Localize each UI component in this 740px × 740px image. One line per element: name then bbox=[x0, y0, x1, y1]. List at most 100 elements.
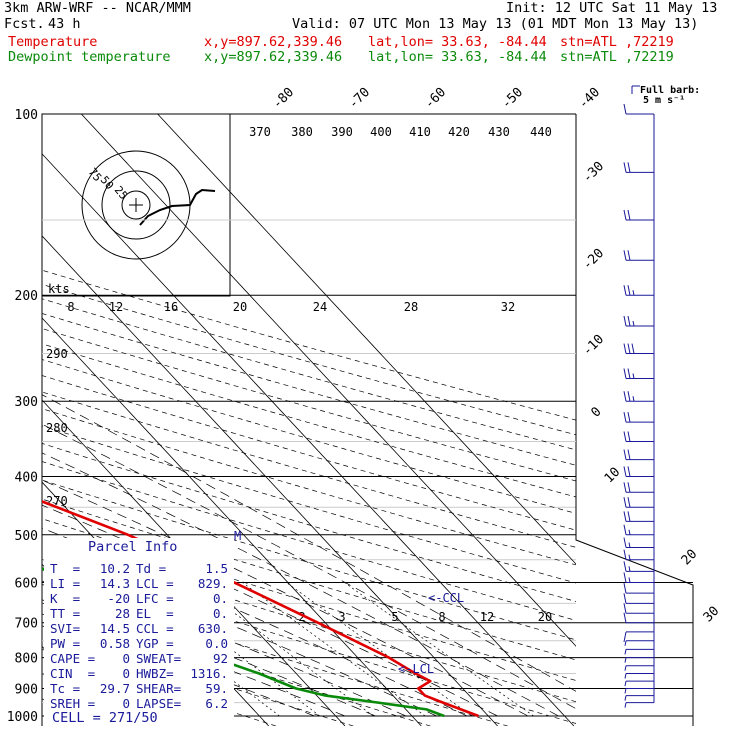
theta-label: 390 bbox=[331, 125, 353, 139]
wind-barb-half bbox=[628, 554, 631, 560]
wind-barb bbox=[624, 687, 654, 694]
wind-barb bbox=[623, 209, 654, 221]
valid-time: Valid: 07 UTC Mon 13 May 13 (01 MDT Mon … bbox=[292, 16, 699, 32]
pressure-tick-label: 100 bbox=[15, 108, 38, 123]
wind-barb-flag bbox=[627, 209, 631, 221]
wind-barb bbox=[623, 449, 654, 461]
dry-adiabat bbox=[42, 580, 509, 726]
wind-barb-half bbox=[632, 290, 635, 296]
parcel-info-value: 0 bbox=[122, 666, 130, 681]
wind-barb bbox=[623, 285, 654, 296]
wind-barb bbox=[623, 466, 654, 477]
dry-adiabat bbox=[42, 479, 576, 641]
parcel-info-value: 6.2 bbox=[205, 696, 228, 711]
parcel-info-label: CCL = bbox=[136, 621, 174, 636]
hodograph-speed-label: 24 bbox=[313, 300, 327, 314]
wind-barb bbox=[623, 368, 654, 379]
parcel-info-value: 0 bbox=[122, 651, 130, 666]
wind-barb bbox=[624, 695, 654, 701]
dry-adiabat bbox=[42, 602, 432, 726]
hodograph-trace bbox=[139, 188, 216, 226]
dry-adiabat bbox=[42, 269, 576, 421]
dry-adiabat bbox=[42, 425, 576, 584]
dewpoint-legend-station: stn=ATL ,72219 bbox=[560, 49, 674, 65]
hodograph-speed-label: 8 bbox=[67, 300, 74, 314]
wind-barb bbox=[624, 673, 654, 679]
dewpoint-legend-name: Dewpoint temperature bbox=[8, 49, 171, 65]
hodograph-ring-inner bbox=[121, 190, 151, 220]
lcl-marker: <-LCL bbox=[398, 662, 435, 676]
wind-barb bbox=[623, 412, 654, 423]
wind-barb bbox=[624, 648, 654, 655]
theta-label: 440 bbox=[530, 125, 552, 139]
wind-barb-flag bbox=[623, 391, 627, 402]
pressure-tick-label: 800 bbox=[15, 652, 38, 667]
isotherm-line bbox=[81, 114, 576, 647]
wind-barb-flag bbox=[623, 549, 627, 560]
temperature-tick-label: -10 bbox=[580, 332, 607, 359]
forecast-label: Fcst. bbox=[4, 16, 45, 32]
parcel-info-value: 29.7 bbox=[99, 681, 130, 696]
temperature-tick-label: -70 bbox=[346, 85, 373, 112]
wind-barb bbox=[623, 572, 654, 583]
parcel-info-label: Td = bbox=[136, 561, 167, 576]
parcel-info-value: 0.58 bbox=[99, 636, 130, 651]
wind-barb-flag bbox=[623, 315, 627, 327]
wind-barb-flag bbox=[627, 315, 631, 327]
wind-barb-half bbox=[632, 320, 635, 327]
wind-barb bbox=[624, 680, 654, 687]
wind-barb-flag bbox=[627, 511, 631, 522]
pressure-tick-label: 900 bbox=[15, 682, 38, 697]
wind-barb bbox=[623, 391, 654, 402]
wind-barb-flag bbox=[623, 103, 627, 115]
wind-barb-flag bbox=[623, 497, 627, 508]
wind-barb bbox=[623, 612, 654, 624]
parcel-info-table: T = 10.2 Td = 1.5 LI = 14.3 LCL = 829. K = -20 LFC… bbox=[50, 561, 235, 711]
parcel-info-label: EL = bbox=[136, 606, 174, 621]
parcel-info-row: SREH = 0 LAPSE= 6.2 bbox=[50, 696, 235, 711]
parcel-info-row: CIN = 0 HWBZ= 1316. bbox=[50, 666, 235, 681]
parcel-info-label: TT = bbox=[50, 606, 81, 621]
parcel-info-label: CIN = bbox=[50, 666, 96, 681]
parcel-info-value: 28 bbox=[114, 606, 130, 621]
wind-barb-flag bbox=[623, 285, 627, 296]
wind-barb bbox=[624, 702, 654, 708]
wind-barb-flag bbox=[623, 343, 627, 354]
theta-label: 410 bbox=[409, 125, 431, 139]
theta-label: 420 bbox=[448, 125, 470, 139]
pressure-tick-label: 700 bbox=[15, 617, 38, 632]
mixing-ratio-label: 3 bbox=[338, 610, 345, 624]
wind-barb bbox=[623, 524, 654, 536]
isotherm-line bbox=[42, 235, 498, 726]
wind-barb-flag bbox=[623, 537, 627, 548]
hodograph-speed-label: 20 bbox=[233, 300, 247, 314]
wind-barb-flag bbox=[627, 285, 631, 296]
hodograph-ring-25 bbox=[101, 170, 171, 240]
parcel-info-label: SREH = bbox=[50, 696, 96, 711]
wind-barb-flag bbox=[627, 162, 631, 173]
parcel-info-value: 92 bbox=[212, 651, 228, 666]
wind-barb-flag bbox=[627, 412, 631, 423]
wind-barb bbox=[623, 549, 654, 561]
wind-barb-flag bbox=[627, 368, 631, 379]
wind-barb-flag bbox=[623, 583, 627, 594]
barb-legend-line2: 5 m s⁻¹ bbox=[643, 95, 685, 106]
init-time: Init: 12 UTC Sat 11 May 13 bbox=[506, 0, 718, 16]
parcel-info-label: PW = bbox=[50, 636, 81, 651]
isotherm-line bbox=[42, 399, 346, 726]
pressure-tick-label: 200 bbox=[15, 289, 38, 304]
wind-barb bbox=[623, 537, 654, 549]
parcel-info-label: LAPSE= bbox=[136, 696, 182, 711]
moist-adiabat bbox=[42, 599, 346, 717]
wind-barb-flag bbox=[623, 449, 627, 460]
wind-barb-flag bbox=[627, 431, 631, 442]
wind-barb bbox=[623, 431, 654, 443]
parcel-info-title: Parcel Info bbox=[88, 539, 178, 555]
parcel-info-label: LFC = bbox=[136, 591, 174, 606]
parcel-info-row: TT = 28 EL = 0. bbox=[50, 606, 235, 621]
temperature-legend-name: Temperature bbox=[8, 34, 98, 50]
parcel-info-label: SVI= bbox=[50, 621, 81, 636]
temperature-tick-label: -60 bbox=[422, 85, 449, 112]
wind-barb-flag bbox=[623, 209, 627, 221]
parcel-info-cell: CELL = 271/50 bbox=[52, 710, 158, 726]
